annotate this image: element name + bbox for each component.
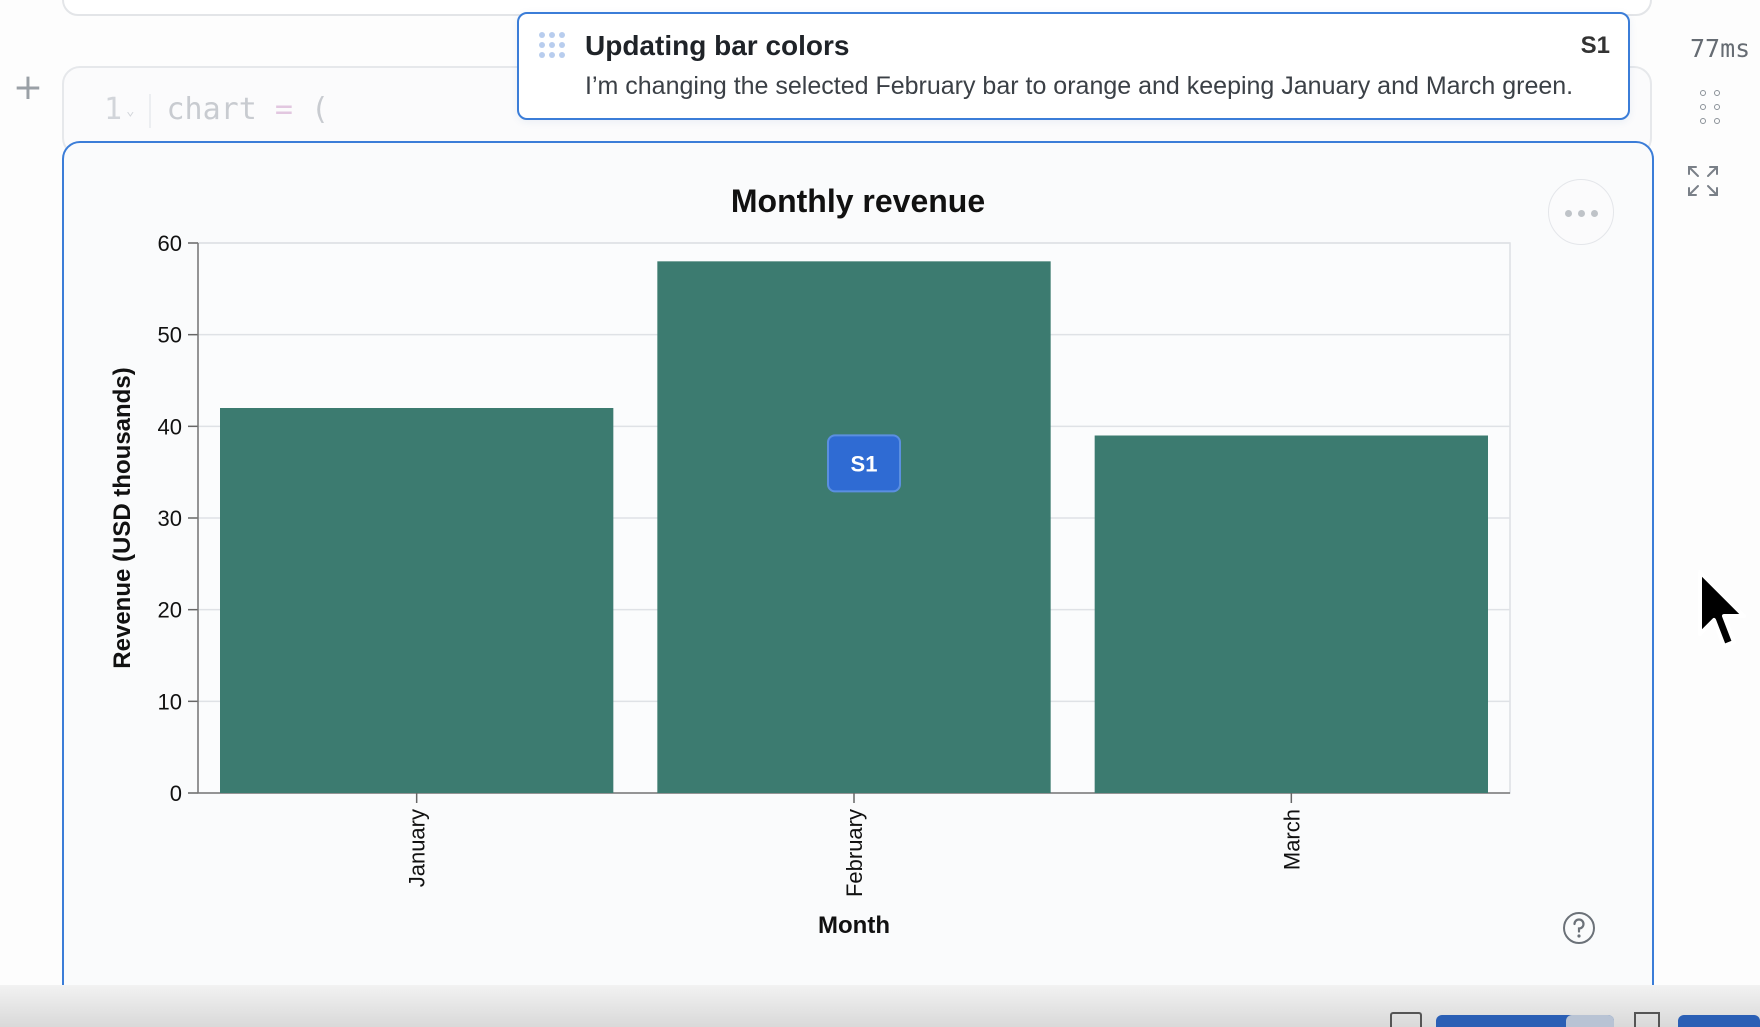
bar-march	[1094, 435, 1488, 793]
chart-title: Monthly revenue	[730, 183, 986, 219]
svg-text:S1: S1	[851, 451, 878, 476]
code-operator: =	[274, 92, 293, 127]
code-line[interactable]: 1 ⌄ chart = (	[104, 92, 329, 128]
expand-icon[interactable]	[1686, 164, 1720, 198]
chip-icon[interactable]	[1634, 1012, 1660, 1027]
toast-title: Updating bar colors	[585, 30, 850, 61]
bar-february	[657, 261, 1051, 793]
drag-handle-icon[interactable]	[1700, 90, 1724, 128]
keyboard-icon[interactable]	[1390, 1012, 1422, 1027]
y-tick-label: 50	[158, 323, 182, 348]
toast-message: I’m changing the selected February bar t…	[585, 72, 1574, 100]
y-tick-label: 40	[158, 414, 182, 439]
y-tick-label: 0	[170, 781, 182, 806]
mouse-cursor-icon	[1698, 570, 1746, 648]
x-axis-title: Month	[818, 912, 890, 939]
help-circle-icon[interactable]	[1562, 911, 1596, 945]
y-axis-title: Revenue (USD thousands)	[109, 367, 136, 668]
code-paren: (	[311, 92, 330, 127]
y-tick-label: 20	[158, 598, 182, 623]
x-tick-label: January	[405, 809, 430, 887]
bar-january	[220, 408, 614, 793]
y-tick-label: 60	[158, 231, 182, 256]
taskbar-button[interactable]	[1678, 1015, 1760, 1027]
execution-time: 77ms	[1690, 34, 1751, 63]
bar-chart: 0 10 20 30 40 50 60 January February March Revenue…	[109, 231, 1511, 939]
more-options-icon[interactable]	[1548, 179, 1614, 245]
code-identifier: chart	[166, 92, 257, 127]
y-tick-label: 30	[158, 506, 182, 531]
drag-grip-icon[interactable]	[537, 30, 569, 62]
x-tick-label: February	[842, 809, 867, 897]
taskbar-progress-track	[1566, 1015, 1614, 1027]
gutter-divider	[148, 93, 151, 128]
x-tick-label: March	[1279, 809, 1304, 870]
line-number: 1	[104, 92, 123, 127]
agent-status-toast: Updating bar colors S1 I’m changing the …	[517, 12, 1630, 120]
fold-chevron-icon[interactable]: ⌄	[126, 102, 135, 119]
toast-badge: S1	[1580, 32, 1610, 59]
selection-badge[interactable]: S1	[827, 434, 901, 493]
y-tick-label: 10	[158, 689, 182, 714]
plus-icon[interactable]: +	[12, 67, 44, 108]
chart-output-panel[interactable]: 0 10 20 30 40 50 60 January February March Revenue…	[62, 141, 1654, 1009]
